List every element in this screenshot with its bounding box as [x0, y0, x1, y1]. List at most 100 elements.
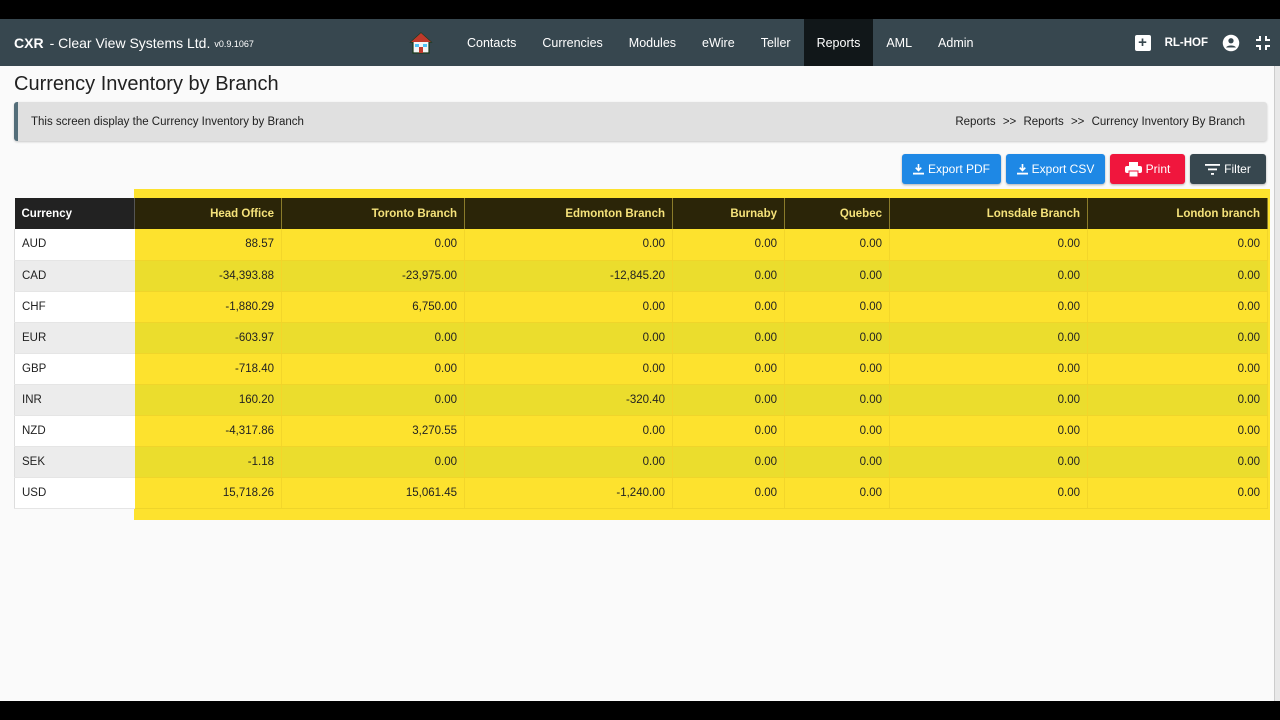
- col-london-branch[interactable]: London branch: [1087, 198, 1268, 229]
- cell-value: 0.00: [464, 353, 673, 385]
- cell-value: 0.00: [1087, 384, 1268, 416]
- cell-value: -603.97: [134, 322, 282, 354]
- cell-value: 0.00: [281, 353, 465, 385]
- table-row: CAD -34,393.88 -23,975.00 -12,845.20 0.0…: [14, 260, 1268, 292]
- cell-currency: SEK: [14, 446, 135, 478]
- cell-value: 0.00: [672, 384, 785, 416]
- cell-value: 0.00: [1087, 353, 1268, 385]
- cell-value: 0.00: [672, 415, 785, 447]
- cell-value: 0.00: [889, 291, 1088, 323]
- cell-value: 0.00: [784, 353, 890, 385]
- fullscreen-exit-icon[interactable]: [1256, 35, 1270, 50]
- cell-value: 160.20: [134, 384, 282, 416]
- cell-currency: GBP: [14, 353, 135, 385]
- cell-value: 0.00: [889, 384, 1088, 416]
- page-content: Currency Inventory by Branch This screen…: [0, 66, 1280, 701]
- company-name: - Clear View Systems Ltd.: [49, 34, 211, 51]
- cell-value: -1,240.00: [464, 477, 673, 509]
- vertical-scrollbar[interactable]: [1274, 66, 1280, 701]
- export-pdf-button[interactable]: Export PDF: [902, 154, 1001, 184]
- cell-value: 0.00: [464, 415, 673, 447]
- col-lonsdale-branch[interactable]: Lonsdale Branch: [889, 198, 1088, 229]
- col-burnaby[interactable]: Burnaby: [672, 198, 785, 229]
- filter-button[interactable]: Filter: [1190, 154, 1266, 184]
- nav-currencies[interactable]: Currencies: [542, 35, 603, 50]
- page-description: This screen display the Currency Invento…: [31, 115, 304, 128]
- cell-value: 0.00: [281, 446, 465, 478]
- col-quebec[interactable]: Quebec: [784, 198, 890, 229]
- export-csv-button[interactable]: Export CSV: [1006, 154, 1105, 184]
- nav-contacts[interactable]: Contacts: [467, 35, 517, 50]
- cell-value: 0.00: [1087, 477, 1268, 509]
- cell-value: 0.00: [1087, 446, 1268, 478]
- nav-teller[interactable]: Teller: [760, 35, 791, 50]
- nav-admin[interactable]: Admin: [938, 35, 974, 50]
- filter-label: Filter: [1224, 162, 1251, 176]
- breadcrumb-separator: >>: [1070, 115, 1085, 128]
- cell-value: 0.00: [889, 415, 1088, 447]
- cell-value: 15,061.45: [281, 477, 465, 509]
- cell-value: 0.00: [1087, 229, 1268, 261]
- cell-value: 0.00: [784, 446, 890, 478]
- nav-ewire[interactable]: eWire: [702, 35, 735, 50]
- cell-value: -1.18: [134, 446, 282, 478]
- download-icon: [1016, 163, 1028, 175]
- cell-value: 0.00: [784, 229, 890, 261]
- breadcrumb-reports-2[interactable]: Reports: [1023, 115, 1064, 128]
- print-button[interactable]: Print: [1110, 154, 1185, 184]
- cell-value: 0.00: [464, 446, 673, 478]
- page-title: Currency Inventory by Branch: [14, 73, 279, 95]
- breadcrumb: Reports >> Reports >> Currency Inventory…: [953, 116, 1247, 128]
- cell-value: 0.00: [889, 260, 1088, 292]
- cell-value: -320.40: [464, 384, 673, 416]
- col-head-office[interactable]: Head Office: [134, 198, 282, 229]
- col-currency[interactable]: Currency: [14, 198, 135, 229]
- main-nav: Contacts Currencies Modules eWire Teller…: [454, 19, 986, 66]
- nav-modules[interactable]: Modules: [628, 35, 677, 50]
- printer-icon: [1124, 161, 1142, 177]
- home-icon[interactable]: [409, 31, 433, 55]
- cell-value: 0.00: [1087, 260, 1268, 292]
- cell-value: 0.00: [784, 384, 890, 416]
- col-edmonton-branch[interactable]: Edmonton Branch: [464, 198, 673, 229]
- cell-value: 0.00: [784, 260, 890, 292]
- nav-aml[interactable]: AML: [886, 35, 913, 50]
- cell-currency: CAD: [14, 260, 135, 292]
- cell-value: 0.00: [464, 322, 673, 354]
- cell-value: 0.00: [889, 353, 1088, 385]
- breadcrumb-reports-1[interactable]: Reports: [955, 115, 996, 128]
- cell-value: 0.00: [672, 260, 785, 292]
- cell-value: 0.00: [1087, 415, 1268, 447]
- cell-value: 0.00: [464, 229, 673, 261]
- add-icon[interactable]: +: [1134, 34, 1151, 51]
- cell-currency: CHF: [14, 291, 135, 323]
- cell-value: 0.00: [672, 446, 785, 478]
- table-row: GBP -718.40 0.00 0.00 0.00 0.00 0.00 0.0…: [14, 353, 1268, 385]
- info-bar: This screen display the Currency Invento…: [14, 102, 1267, 141]
- cell-value: 0.00: [672, 291, 785, 323]
- cell-value: 0.00: [784, 322, 890, 354]
- download-icon: [912, 163, 924, 175]
- cell-value: 0.00: [281, 384, 465, 416]
- brand[interactable]: CXR - Clear View Systems Ltd. v0.9.1067: [14, 19, 254, 66]
- cell-value: 0.00: [784, 415, 890, 447]
- cell-value: 0.00: [784, 291, 890, 323]
- cell-value: 0.00: [889, 477, 1088, 509]
- nav-reports[interactable]: Reports: [803, 19, 874, 66]
- print-label: Print: [1145, 162, 1171, 176]
- cell-value: 0.00: [464, 291, 673, 323]
- user-code[interactable]: RL-HOF: [1164, 36, 1208, 49]
- cell-value: -12,845.20: [464, 260, 673, 292]
- cell-value: -23,975.00: [281, 260, 465, 292]
- export-pdf-label: Export PDF: [927, 162, 990, 176]
- navbar: CXR - Clear View Systems Ltd. v0.9.1067 …: [0, 19, 1280, 66]
- cell-value: 0.00: [672, 353, 785, 385]
- table-row: EUR -603.97 0.00 0.00 0.00 0.00 0.00 0.0…: [14, 322, 1268, 354]
- brand-name: CXR: [14, 34, 44, 51]
- account-icon[interactable]: [1222, 34, 1240, 52]
- cell-value: -34,393.88: [134, 260, 282, 292]
- cell-value: 3,270.55: [281, 415, 465, 447]
- col-toronto-branch[interactable]: Toronto Branch: [281, 198, 465, 229]
- cell-value: -1,880.29: [134, 291, 282, 323]
- table-row: NZD -4,317.86 3,270.55 0.00 0.00 0.00 0.…: [14, 415, 1268, 447]
